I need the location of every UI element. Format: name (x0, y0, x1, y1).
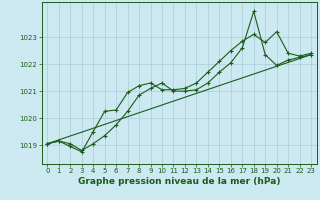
X-axis label: Graphe pression niveau de la mer (hPa): Graphe pression niveau de la mer (hPa) (78, 177, 280, 186)
